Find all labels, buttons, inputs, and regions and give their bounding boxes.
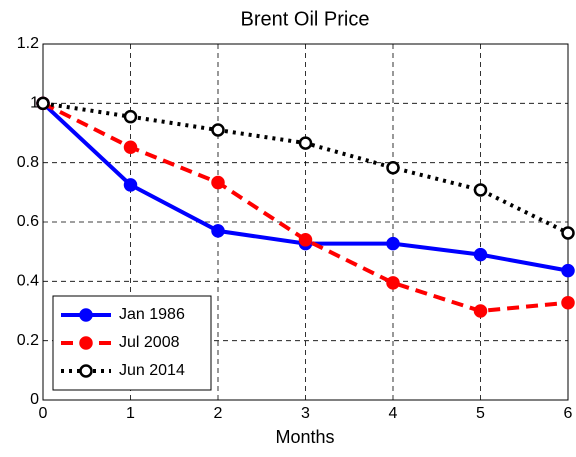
data-point <box>561 226 575 240</box>
data-point <box>386 236 400 251</box>
data-point <box>123 178 138 192</box>
x-tick-label: 3 <box>301 405 310 422</box>
data-point <box>386 276 400 290</box>
y-tick-label: 1 <box>30 95 39 112</box>
x-tick-label: 6 <box>564 405 573 422</box>
data-point <box>211 175 225 190</box>
legend-label: Jun 2014 <box>119 362 185 379</box>
legend-marker <box>79 336 93 350</box>
y-tick-label: 0.8 <box>17 154 39 171</box>
x-tick-label: 1 <box>126 405 135 422</box>
chart-title: Brent Oil Price <box>241 8 370 30</box>
data-point <box>473 247 488 262</box>
x-tick-label: 4 <box>389 405 398 422</box>
data-point <box>473 304 488 318</box>
data-point <box>298 233 313 247</box>
x-tick-label: 2 <box>214 405 223 422</box>
x-tick-label: 5 <box>476 405 485 422</box>
data-point <box>386 160 400 175</box>
data-point <box>473 183 488 197</box>
legend-label: Jan 1986 <box>119 306 185 323</box>
data-point <box>211 123 225 137</box>
data-point <box>298 136 313 150</box>
data-point <box>123 140 138 154</box>
x-tick-label: 0 <box>39 405 48 422</box>
legend-marker <box>79 308 93 322</box>
x-axis-label: Months <box>275 427 334 447</box>
plot-frame <box>42 43 569 401</box>
y-tick-label: 0 <box>30 391 39 408</box>
data-point <box>561 263 575 278</box>
data-point <box>561 295 575 310</box>
data-point <box>211 224 225 238</box>
y-tick-label: 0.4 <box>17 273 39 290</box>
data-point <box>123 109 138 124</box>
legend-marker <box>79 364 93 378</box>
data-point <box>36 96 50 111</box>
legend-label: Jul 2008 <box>119 334 180 351</box>
y-tick-label: 1.2 <box>17 35 39 52</box>
y-tick-label: 0.6 <box>17 213 39 230</box>
y-tick-label: 0.2 <box>17 332 39 349</box>
